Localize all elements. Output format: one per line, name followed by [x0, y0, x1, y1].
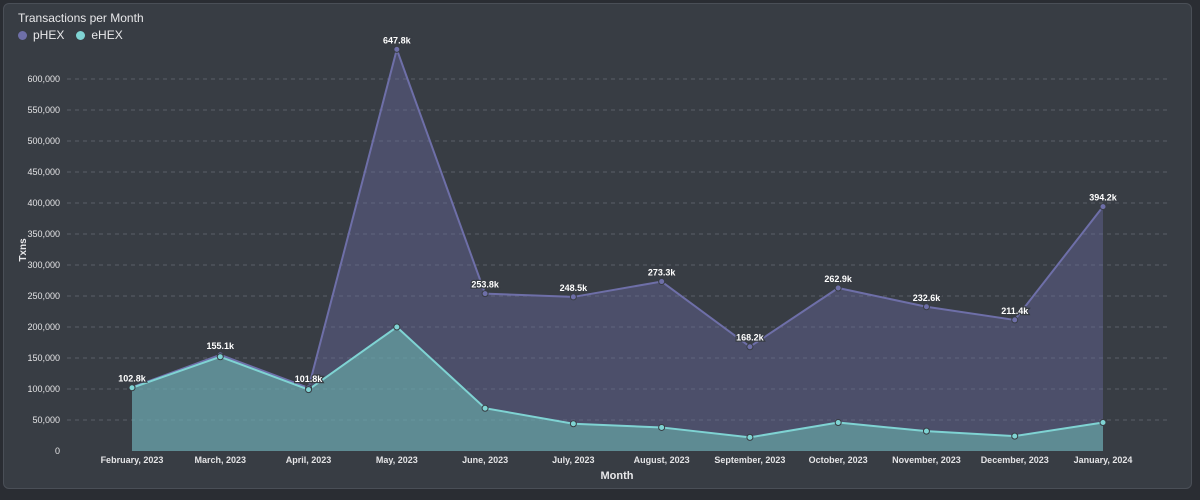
point-phex	[658, 278, 666, 286]
x-tick-label: April, 2023	[286, 455, 332, 465]
point-ehex	[1099, 418, 1107, 426]
x-tick-label: May, 2023	[376, 455, 418, 465]
y-axis-label: Txns	[18, 238, 29, 262]
y-tick-label: 600,000	[27, 74, 60, 84]
point-phex	[1099, 203, 1107, 211]
point-phex	[834, 284, 842, 292]
area-layer	[132, 49, 1103, 451]
data-label-phex: 647.8k	[383, 35, 412, 45]
legend-item-phex[interactable]: pHEX	[18, 28, 64, 42]
point-ehex	[305, 386, 313, 394]
point-ehex	[481, 404, 489, 412]
x-tick-label: January, 2024	[1074, 455, 1133, 465]
x-tick-label: February, 2023	[101, 455, 164, 465]
y-tick-label: 500,000	[27, 136, 60, 146]
point-ehex	[834, 418, 842, 426]
line-layer	[131, 45, 1104, 439]
x-tick-label: November, 2023	[892, 455, 961, 465]
point-ehex	[393, 323, 401, 331]
x-tick-label: March, 2023	[195, 455, 247, 465]
legend-label-phex: pHEX	[33, 28, 65, 42]
x-tick-label: August, 2023	[634, 455, 690, 465]
data-label-phex: 102.8k	[118, 373, 147, 383]
point-ehex	[216, 353, 224, 361]
point-ehex	[1011, 432, 1019, 440]
point-layer	[128, 45, 1107, 441]
label-layer: 102.8k 155.1k 101.8k 647.8k 253.8k 248.5k 273.…	[117, 34, 1119, 385]
legend-label-ehex: eHEX	[91, 28, 123, 42]
axis-layer: 0 50,000 100,000 150,000 200,000 250,000 300,0…	[18, 74, 1132, 482]
point-ehex	[746, 433, 754, 441]
legend-dot-ehex	[76, 30, 86, 40]
point-phex	[481, 290, 489, 298]
y-tick-label: 0	[55, 446, 60, 456]
data-label-phex: 394.2k	[1089, 193, 1118, 203]
y-tick-label: 350,000	[27, 229, 60, 239]
y-tick-label: 300,000	[27, 260, 60, 270]
point-ehex	[922, 427, 930, 435]
data-label-phex: 101.8k	[295, 374, 324, 384]
y-tick-label: 450,000	[27, 167, 60, 177]
y-tick-label: 200,000	[27, 322, 60, 332]
data-label-phex: 253.8k	[471, 280, 500, 290]
y-tick-label: 250,000	[27, 291, 60, 301]
chart-title: Transactions per Month	[18, 11, 144, 25]
point-phex	[393, 45, 401, 53]
point-ehex	[569, 420, 577, 428]
legend-item-ehex[interactable]: eHEX	[76, 28, 123, 42]
point-phex	[746, 343, 754, 351]
data-label-phex: 232.6k	[913, 293, 942, 303]
point-phex	[922, 303, 930, 311]
data-label-phex: 273.3k	[648, 268, 677, 278]
x-tick-label: June, 2023	[462, 455, 508, 465]
point-ehex	[128, 384, 136, 392]
chart-legend: pHEX eHEX	[18, 28, 123, 42]
x-tick-label: September, 2023	[714, 455, 785, 465]
legend-dot-phex	[18, 30, 27, 40]
y-tick-label: 50,000	[32, 415, 60, 425]
y-tick-label: 550,000	[27, 105, 60, 115]
data-label-phex: 168.2k	[736, 333, 765, 343]
x-tick-label: December, 2023	[981, 455, 1049, 465]
y-tick-label: 150,000	[27, 353, 60, 363]
x-axis-label: Month	[601, 470, 634, 482]
area-ehex	[132, 327, 1103, 451]
data-label-phex: 262.9k	[824, 274, 853, 284]
y-tick-label: 400,000	[27, 198, 60, 208]
data-label-phex: 248.5k	[560, 283, 589, 293]
data-label-phex: 211.4k	[1001, 306, 1029, 316]
x-tick-label: October, 2023	[809, 455, 868, 465]
data-label-phex: 155.1k	[207, 341, 236, 351]
x-tick-label: July, 2023	[552, 455, 594, 465]
point-phex	[569, 293, 577, 301]
line-ehex	[131, 325, 1104, 439]
point-ehex	[658, 423, 666, 431]
point-phex	[1011, 316, 1019, 324]
line-phex	[131, 45, 1104, 390]
y-tick-label: 100,000	[27, 384, 60, 394]
